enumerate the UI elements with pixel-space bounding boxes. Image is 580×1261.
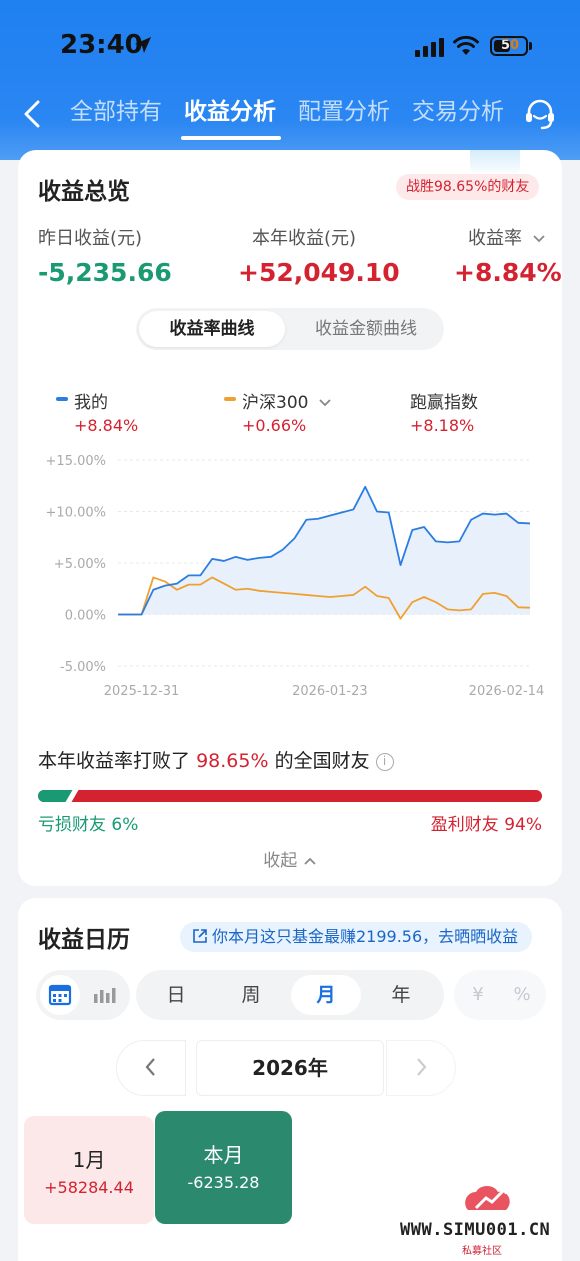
collapse-button[interactable]: 收起 bbox=[18, 846, 562, 871]
watermark-logo bbox=[465, 1185, 510, 1210]
beat-statement: 本年收益率打败了 98.65% 的全国财友 i bbox=[38, 746, 394, 773]
chevron-right-icon bbox=[417, 1058, 427, 1076]
month-name: 本月 bbox=[203, 1143, 244, 1167]
top-nav: 全部持有 收益分析 配置分析 交易分析 bbox=[0, 88, 580, 140]
unit-switch: ¥ % bbox=[454, 970, 546, 1020]
month-profit: +58284.44 bbox=[44, 1178, 134, 1197]
year-profit-label: 本年收益(元) bbox=[252, 228, 357, 249]
legend-mine-swatch bbox=[56, 397, 68, 401]
status-time: 23:40 bbox=[60, 30, 143, 60]
loss-friends-label: 亏损财友 6% bbox=[38, 815, 139, 835]
decoration-illustration bbox=[470, 150, 520, 176]
cellular-signal-icon bbox=[415, 38, 444, 57]
year-profit-value: +52,049.10 bbox=[238, 258, 400, 287]
watermark-text: WWW.SIMU001.CN bbox=[400, 1220, 551, 1240]
period-day[interactable]: 日 bbox=[166, 984, 186, 1006]
month-name: 1月 bbox=[72, 1148, 106, 1172]
chevron-up-icon bbox=[304, 857, 316, 865]
wifi-icon bbox=[453, 35, 479, 55]
year-display: 2026年 bbox=[196, 1040, 384, 1096]
unit-amount[interactable]: ¥ bbox=[472, 984, 484, 1005]
unit-percent[interactable]: % bbox=[513, 984, 531, 1005]
y-tick-label: -5.00% bbox=[60, 660, 106, 675]
series-index-line bbox=[118, 576, 531, 620]
calendar-title: 收益日历 bbox=[38, 927, 130, 953]
battery-cap bbox=[529, 42, 532, 50]
month-profit: -6235.28 bbox=[187, 1173, 260, 1192]
chevron-down-icon bbox=[319, 399, 331, 407]
x-tick-label: 2026-01-23 bbox=[292, 684, 368, 699]
active-tab-indicator bbox=[181, 136, 281, 140]
beat-suffix: 的全国财友 bbox=[274, 750, 370, 772]
period-switch: 日 周 月 年 bbox=[136, 970, 444, 1020]
collapse-label: 收起 bbox=[263, 851, 298, 871]
yesterday-profit-value: -5,235.66 bbox=[38, 258, 172, 287]
previous-year-button[interactable] bbox=[116, 1040, 186, 1096]
tab-trade-analysis[interactable]: 交易分析 bbox=[412, 99, 504, 125]
x-tick-label: 2026-02-14 bbox=[469, 684, 545, 699]
info-icon[interactable]: i bbox=[375, 753, 394, 771]
header-background bbox=[0, 0, 580, 160]
y-tick-label: +5.00% bbox=[54, 557, 106, 572]
bar-chart-view-button[interactable] bbox=[84, 975, 124, 1015]
y-tick-label: +15.00% bbox=[46, 454, 106, 469]
beat-prefix: 本年收益率打败了 bbox=[38, 750, 191, 772]
y-tick-label: +10.00% bbox=[46, 506, 106, 521]
rate-label: 收益率 bbox=[468, 228, 522, 249]
chevron-down-icon bbox=[533, 235, 545, 243]
legend-outperform-name: 跑赢指数 bbox=[410, 393, 478, 413]
x-tick-label: 2025-12-31 bbox=[104, 684, 180, 699]
calendar-icon bbox=[48, 984, 72, 1006]
location-arrow-icon bbox=[135, 37, 151, 53]
y-tick-label: 0.00% bbox=[65, 609, 106, 624]
watermark: WWW.SIMU001.CN 私募社区 bbox=[400, 1180, 578, 1261]
status-bar: 23:40 50 bbox=[0, 0, 580, 90]
beat-percent: 98.65% bbox=[196, 750, 269, 772]
battery-icon: 50 bbox=[490, 36, 528, 56]
legend-index-label: 沪深300 bbox=[242, 393, 309, 413]
share-icon bbox=[193, 929, 207, 943]
profit-friends-label: 盈利财友 94% bbox=[430, 815, 542, 835]
curve-type-switch: 收益率曲线 收益金额曲线 bbox=[136, 308, 444, 350]
next-year-button[interactable] bbox=[386, 1040, 456, 1096]
back-arrow-icon[interactable] bbox=[18, 96, 48, 132]
tab-all-holdings[interactable]: 全部持有 bbox=[70, 99, 162, 125]
legend-mine-name: 我的 bbox=[74, 393, 108, 413]
profit-rate-chart[interactable]: +15.00% +10.00% +5.00% 0.00% -5.00% 2025-12-3… bbox=[18, 445, 562, 705]
rate-value: +8.84% bbox=[454, 258, 562, 287]
loss-share-bar bbox=[38, 790, 73, 802]
share-banner[interactable]: 你本月这只基金最赚2199.56，去晒晒收益 bbox=[180, 922, 533, 952]
series-mine-line bbox=[118, 485, 531, 616]
bar-chart-icon bbox=[94, 988, 116, 1003]
overview-title: 收益总览 bbox=[38, 179, 130, 205]
legend-index-name: 沪深300 bbox=[242, 388, 332, 413]
legend-outperform-value: +8.18% bbox=[410, 416, 475, 435]
profit-loss-ratio-bar bbox=[38, 790, 542, 802]
period-year[interactable]: 年 bbox=[391, 984, 411, 1006]
customer-service-icon[interactable] bbox=[522, 96, 558, 132]
battery-level: 50 bbox=[500, 38, 520, 53]
rank-badge[interactable]: 战胜98.65%的财友 bbox=[396, 174, 540, 200]
legend-mine-value: +8.84% bbox=[74, 416, 139, 435]
calendar-view-button[interactable] bbox=[40, 975, 80, 1015]
yesterday-profit-label: 昨日收益(元) bbox=[38, 228, 143, 249]
tab-amount-curve[interactable]: 收益金额曲线 bbox=[315, 319, 417, 339]
legend-index-swatch bbox=[224, 397, 236, 401]
series-mine-area bbox=[118, 486, 530, 615]
watermark-subtext: 私募社区 bbox=[462, 1246, 502, 1257]
share-banner-text: 你本月这只基金最赚2199.56，去晒晒收益 bbox=[212, 927, 519, 946]
rate-selector[interactable]: 收益率 bbox=[468, 224, 546, 250]
period-week[interactable]: 周 bbox=[241, 984, 261, 1006]
legend-index-value: +0.66% bbox=[242, 416, 307, 435]
tab-allocation-analysis[interactable]: 配置分析 bbox=[298, 99, 390, 125]
chevron-left-icon bbox=[145, 1058, 155, 1076]
period-month[interactable]: 月 bbox=[291, 975, 361, 1015]
month-cell-january[interactable]: 1月 +58284.44 bbox=[24, 1116, 154, 1224]
month-cell-current[interactable]: 本月 -6235.28 bbox=[155, 1111, 292, 1224]
tab-rate-curve[interactable]: 收益率曲线 bbox=[139, 311, 285, 347]
tab-profit-analysis[interactable]: 收益分析 bbox=[184, 99, 276, 125]
profit-overview-card: 收益总览 战胜98.65%的财友 昨日收益(元) -5,235.66 本年收益(… bbox=[18, 150, 562, 886]
calendar-view-toggle bbox=[36, 970, 130, 1020]
